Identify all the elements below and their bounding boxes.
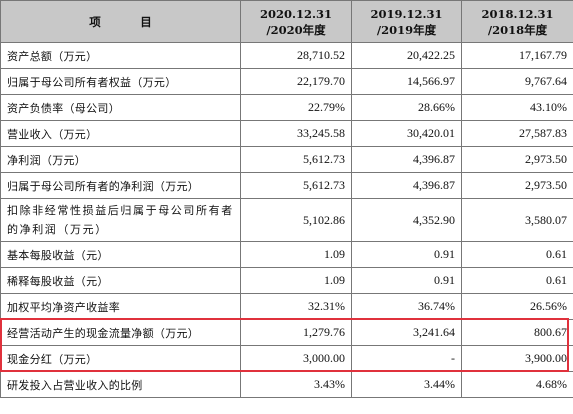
value-2020: 5,612.73	[240, 146, 352, 173]
value-2018: 2,973.50	[461, 172, 573, 199]
value-2019: 4,352.90	[351, 198, 462, 242]
table-row-basic-eps: 基本每股收益（元） 1.09 0.91 0.61	[0, 241, 573, 268]
value-2019: 36.74%	[351, 293, 462, 320]
value-2019: 3,241.64	[351, 319, 462, 346]
row-label: 稀释每股收益（元）	[0, 267, 241, 294]
value-2020: 3,000.00	[240, 345, 352, 372]
table-row-operating-cash-flow: 经营活动产生的现金流量净额（万元） 1,279.76 3,241.64 800.…	[0, 319, 573, 346]
financial-summary-table: 项 目 2020.12.31 /2020年度 2019.12.31 /2019年…	[0, 0, 573, 398]
table-header-row: 项 目 2020.12.31 /2020年度 2019.12.31 /2019年…	[0, 0, 573, 43]
value-2020: 22,179.70	[240, 68, 352, 95]
header-year-2020: 2020.12.31 /2020年度	[240, 0, 352, 43]
value-2019: 0.91	[351, 241, 462, 268]
row-label: 研发投入占营业收入的比例	[0, 371, 241, 398]
table-row-parent-equity: 归属于母公司所有者权益（万元） 22,179.70 14,566.97 9,76…	[0, 68, 573, 95]
header-year-2019: 2019.12.31 /2019年度	[351, 0, 462, 43]
row-label: 扣除非经常性损益后归属于母公司所有者的净利润（万元）	[0, 198, 241, 242]
table-row-roe: 加权平均净资产收益率 32.31% 36.74% 26.56%	[0, 293, 573, 320]
header-item: 项 目	[0, 0, 241, 43]
header-year-2018: 2018.12.31 /2018年度	[461, 0, 573, 43]
value-2018: 17,167.79	[461, 42, 573, 69]
value-2020: 5,612.73	[240, 172, 352, 199]
row-label: 营业收入（万元）	[0, 120, 241, 147]
table-row-rd-ratio: 研发投入占营业收入的比例 3.43% 3.44% 4.68%	[0, 371, 573, 398]
value-2019: 0.91	[351, 267, 462, 294]
table-row-revenue: 营业收入（万元） 33,245.58 30,420.01 27,587.83	[0, 120, 573, 147]
row-label: 资产总额（万元）	[0, 42, 241, 69]
value-2019: 28.66%	[351, 94, 462, 121]
value-2018: 0.61	[461, 241, 573, 268]
row-label: 经营活动产生的现金流量净额（万元）	[0, 319, 241, 346]
value-2018: 3,900.00	[461, 345, 573, 372]
table-row-parent-net-profit: 归属于母公司所有者的净利润（万元） 5,612.73 4,396.87 2,97…	[0, 172, 573, 199]
row-label: 资产负债率（母公司）	[0, 94, 241, 121]
header-year-2019-period: /2019年度	[376, 22, 437, 37]
value-2018: 2,973.50	[461, 146, 573, 173]
row-label: 基本每股收益（元）	[0, 241, 241, 268]
row-label: 归属于母公司所有者权益（万元）	[0, 68, 241, 95]
header-year-2018-period: /2018年度	[487, 22, 548, 37]
header-item-label: 项 目	[89, 14, 166, 29]
value-2019: 14,566.97	[351, 68, 462, 95]
value-2019: 3.44%	[351, 371, 462, 398]
row-label: 净利润（万元）	[0, 146, 241, 173]
value-2020: 28,710.52	[240, 42, 352, 69]
value-2018: 800.67	[461, 319, 573, 346]
table-row-debt-ratio: 资产负债率（母公司） 22.79% 28.66% 43.10%	[0, 94, 573, 121]
table-row-cash-dividend: 现金分红（万元） 3,000.00 - 3,900.00	[0, 345, 573, 372]
value-2019: 4,396.87	[351, 146, 462, 173]
value-2018: 9,767.64	[461, 68, 573, 95]
value-2019: 20,422.25	[351, 42, 462, 69]
value-2020: 3.43%	[240, 371, 352, 398]
value-2018: 27,587.83	[461, 120, 573, 147]
value-2019: -	[351, 345, 462, 372]
value-2020: 1.09	[240, 267, 352, 294]
table-row-adjusted-net-profit: 扣除非经常性损益后归属于母公司所有者的净利润（万元） 5,102.86 4,35…	[0, 198, 573, 242]
table-row-net-profit: 净利润（万元） 5,612.73 4,396.87 2,973.50	[0, 146, 573, 173]
header-year-2019-date: 2019.12.31	[370, 6, 443, 21]
value-2018: 4.68%	[461, 371, 573, 398]
value-2020: 22.79%	[240, 94, 352, 121]
value-2018: 43.10%	[461, 94, 573, 121]
table-row-total-assets: 资产总额（万元） 28,710.52 20,422.25 17,167.79	[0, 42, 573, 69]
header-year-2020-date: 2020.12.31	[259, 6, 333, 21]
header-year-2020-period: /2020年度	[266, 22, 326, 37]
row-label: 现金分红（万元）	[0, 345, 241, 372]
value-2020: 1,279.76	[240, 319, 352, 346]
value-2018: 0.61	[461, 267, 573, 294]
value-2018: 3,580.07	[461, 198, 573, 242]
value-2020: 1.09	[240, 241, 352, 268]
value-2019: 4,396.87	[351, 172, 462, 199]
value-2018: 26.56%	[461, 293, 573, 320]
value-2020: 33,245.58	[240, 120, 352, 147]
header-year-2018-date: 2018.12.31	[481, 6, 554, 21]
table-row-diluted-eps: 稀释每股收益（元） 1.09 0.91 0.61	[0, 267, 573, 294]
value-2019: 30,420.01	[351, 120, 462, 147]
value-2020: 5,102.86	[240, 198, 352, 242]
row-label: 归属于母公司所有者的净利润（万元）	[0, 172, 241, 199]
row-label: 加权平均净资产收益率	[0, 293, 241, 320]
value-2020: 32.31%	[240, 293, 352, 320]
